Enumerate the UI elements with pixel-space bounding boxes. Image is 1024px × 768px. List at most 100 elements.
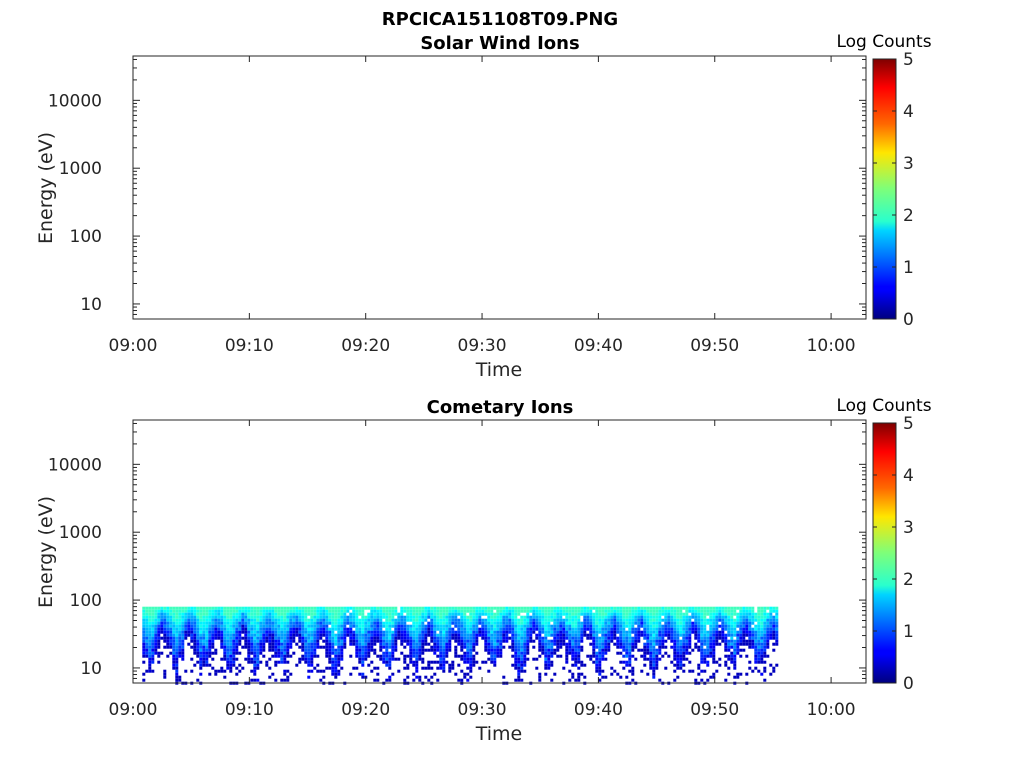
heatmap-cell <box>664 624 668 628</box>
heatmap-cell <box>628 636 632 640</box>
heatmap-cell <box>361 654 365 658</box>
heatmap-cell <box>595 666 599 670</box>
heatmap-cell <box>430 615 434 619</box>
heatmap-cell <box>148 657 152 661</box>
heatmap-cell <box>763 618 767 622</box>
heatmap-cell <box>184 606 188 610</box>
heatmap-cell <box>403 639 407 643</box>
heatmap-cell <box>559 621 563 625</box>
heatmap-cell <box>394 648 398 652</box>
heatmap-cell <box>415 666 419 670</box>
heatmap-cell <box>559 642 563 646</box>
heatmap-cell <box>427 648 431 652</box>
heatmap-cell <box>664 618 668 622</box>
heatmap-cell <box>178 630 182 634</box>
heatmap-cell <box>355 630 359 634</box>
heatmap-cell <box>334 615 338 619</box>
heatmap-cell <box>454 630 458 634</box>
heatmap-cell <box>412 630 416 634</box>
heatmap-cell <box>724 660 728 664</box>
heatmap-cell <box>523 657 527 661</box>
heatmap-cell <box>436 621 440 625</box>
heatmap-cell <box>178 609 182 613</box>
heatmap-cell <box>316 636 320 640</box>
heatmap-cell <box>745 642 749 646</box>
heatmap-cell <box>253 624 257 628</box>
heatmap-cell <box>271 630 275 634</box>
heatmap-cell <box>685 633 689 637</box>
heatmap-cell <box>307 606 311 610</box>
heatmap-cell <box>607 642 611 646</box>
heatmap-cell <box>196 615 200 619</box>
heatmap-cell <box>154 639 158 643</box>
heatmap-cell <box>679 633 683 637</box>
heatmap-cell <box>439 648 443 652</box>
heatmap-cell <box>421 648 425 652</box>
heatmap-cell <box>277 618 281 622</box>
heatmap-cell <box>475 627 479 631</box>
heatmap-cell <box>595 609 599 613</box>
heatmap-cell <box>454 621 458 625</box>
heatmap-cell <box>745 612 749 616</box>
heatmap-cell <box>700 645 704 649</box>
heatmap-cell <box>556 627 560 631</box>
heatmap-cell <box>775 621 779 625</box>
heatmap-cell <box>181 633 185 637</box>
colorbar-tick-label: 5 <box>903 50 914 70</box>
heatmap-cell <box>748 636 752 640</box>
heatmap-cell <box>568 612 572 616</box>
heatmap-cell <box>547 666 551 670</box>
heatmap-cell <box>598 636 602 640</box>
heatmap-cell <box>196 621 200 625</box>
heatmap-cell <box>676 666 680 670</box>
heatmap-cell <box>559 645 563 649</box>
heatmap-cell <box>577 666 581 670</box>
heatmap-cell <box>751 627 755 631</box>
heatmap-cell <box>655 639 659 643</box>
heatmap-cell <box>181 618 185 622</box>
heatmap-cell <box>172 630 176 634</box>
heatmap-cell <box>712 609 716 613</box>
heatmap-cell <box>244 633 248 637</box>
heatmap-cell <box>184 633 188 637</box>
heatmap-cell <box>223 669 227 673</box>
heatmap-cell <box>772 615 776 619</box>
heatmap-cell <box>574 618 578 622</box>
heatmap-cell <box>310 639 314 643</box>
heatmap-cell <box>280 678 284 682</box>
heatmap-cell <box>586 624 590 628</box>
heatmap-cell <box>310 648 314 652</box>
heatmap-cell <box>337 660 341 664</box>
heatmap-cell <box>154 606 158 610</box>
heatmap-cell <box>439 642 443 646</box>
heatmap-cell <box>538 615 542 619</box>
heatmap-cell <box>310 609 314 613</box>
heatmap-cell <box>364 645 368 649</box>
heatmap-cell <box>217 630 221 634</box>
heatmap-cell <box>385 612 389 616</box>
heatmap-cell <box>412 648 416 652</box>
heatmap-cell <box>292 636 296 640</box>
heatmap-cell <box>730 660 734 664</box>
heatmap-cell <box>577 660 581 664</box>
heatmap-cell <box>757 618 761 622</box>
heatmap-cell <box>514 636 518 640</box>
heatmap-cell <box>220 612 224 616</box>
heatmap-cell <box>484 624 488 628</box>
heatmap-cell <box>406 639 410 643</box>
heatmap-cell <box>325 618 329 622</box>
heatmap-cell <box>685 645 689 649</box>
heatmap-cell <box>355 654 359 658</box>
heatmap-cell <box>739 633 743 637</box>
heatmap-cell <box>634 642 638 646</box>
heatmap-cell <box>628 615 632 619</box>
heatmap-cell <box>250 678 254 682</box>
heatmap-cell <box>388 612 392 616</box>
heatmap-cell <box>700 621 704 625</box>
heatmap-cell <box>415 621 419 625</box>
heatmap-cell <box>223 618 227 622</box>
heatmap-cell <box>385 615 389 619</box>
heatmap-cell <box>364 618 368 622</box>
heatmap-cell <box>733 675 737 679</box>
heatmap-cell <box>775 609 779 613</box>
